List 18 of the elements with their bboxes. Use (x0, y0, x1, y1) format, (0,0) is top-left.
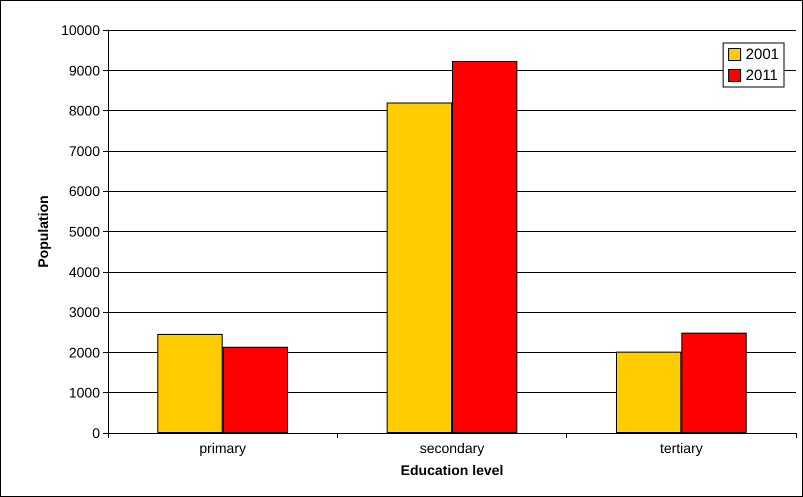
y-tick-label: 4000 (68, 264, 100, 280)
legend-label: 2001 (746, 46, 780, 63)
y-tick-label: 5000 (68, 224, 100, 240)
y-tick-label: 2000 (68, 344, 100, 360)
y-tick-label: 6000 (68, 183, 100, 200)
y-tick-label: 9000 (68, 62, 100, 78)
y-axis-title: Population (35, 195, 52, 268)
y-tick-label: 10000 (61, 22, 100, 38)
y-tick-label: 3000 (68, 304, 100, 320)
legend-label: 2011 (746, 67, 778, 84)
x-tick-label: primary (199, 440, 246, 456)
y-tick-label: 1000 (68, 384, 100, 401)
y-tick-label: 8000 (68, 102, 100, 119)
y-tick-label: 0 (92, 425, 100, 441)
x-axis-title: Education level (400, 462, 504, 478)
x-tick-label: tertiary (660, 440, 703, 456)
y-tick-label: 7000 (68, 142, 100, 159)
x-tick-label: secondary (420, 440, 484, 456)
